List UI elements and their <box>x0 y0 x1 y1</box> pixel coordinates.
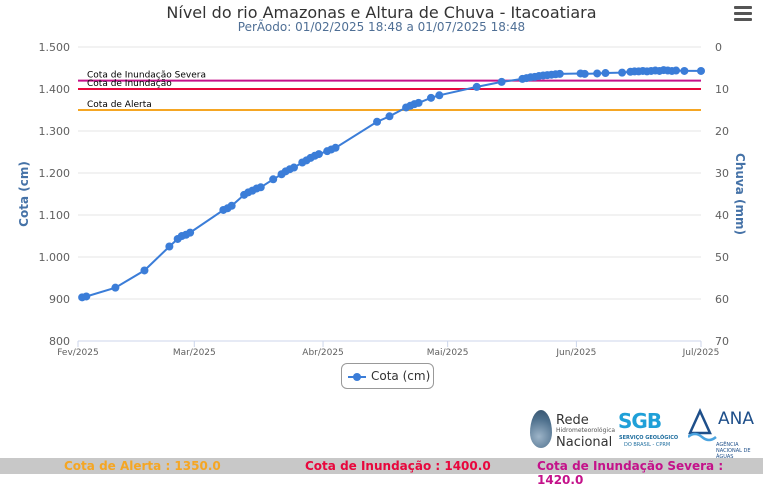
y-axis-left-title: Cota (cm) <box>17 161 31 227</box>
y-left-tick-label: 1.400 <box>39 83 71 96</box>
sgb-logo: SGB SERVIÇO GEOLÓGICO DO BRASIL - CPRM <box>618 409 679 448</box>
data-point <box>140 266 149 275</box>
y-axis-right-title: Chuva (mm) <box>733 153 747 235</box>
x-tick-label: Jul/2025 <box>682 348 720 358</box>
series-line <box>82 69 701 299</box>
data-point <box>165 242 174 251</box>
data-point <box>314 150 323 159</box>
data-point <box>672 66 681 75</box>
x-tick-label: Fev/2025 <box>57 348 98 358</box>
y-axis-left: 800 900 1.000 1.100 1.200 1.300 1.400 1.500 <box>39 41 71 348</box>
y-right-tick-label: 10 <box>715 83 729 96</box>
data-point <box>555 69 564 78</box>
plot-line-label: Cota de Alerta <box>87 100 152 110</box>
data-point <box>289 163 298 172</box>
data-point <box>618 68 627 77</box>
data-point <box>497 77 506 86</box>
data-point <box>680 66 689 75</box>
y-left-tick-label: 800 <box>49 335 70 348</box>
data-point <box>82 292 91 301</box>
legend-item-cota[interactable]: Cota (cm) <box>341 363 434 389</box>
x-tick-label: Abr/2025 <box>302 348 344 358</box>
y-right-tick-label: 20 <box>715 125 729 138</box>
grid-lines <box>78 46 701 342</box>
y-right-tick-label: 60 <box>715 293 729 306</box>
ana-logo: ANA AGÊNCIA NACIONAL DE ÁGUAS <box>688 405 760 460</box>
data-point <box>427 93 436 102</box>
context-menu-icon[interactable] <box>734 6 752 22</box>
water-drop-icon <box>530 410 552 448</box>
data-point <box>227 201 236 210</box>
plot-line-label: Cota de Inundação <box>87 79 172 89</box>
chart-subtitle: PerÃodo: 01/02/2025 18:48 a 01/07/2025 1… <box>237 20 526 34</box>
y-right-tick-label: 50 <box>715 251 729 264</box>
y-left-tick-label: 1.500 <box>39 41 71 54</box>
data-point <box>111 283 120 292</box>
data-point <box>593 69 602 78</box>
data-point <box>385 112 394 121</box>
y-right-tick-label: 40 <box>715 209 729 222</box>
x-tick-label: Mai/2025 <box>427 348 469 358</box>
y-right-tick-label: 0 <box>715 41 722 54</box>
data-point <box>373 117 382 126</box>
data-point <box>414 98 423 107</box>
ana-wave-icon <box>688 407 717 442</box>
y-right-tick-label: 70 <box>715 335 729 348</box>
data-point <box>269 175 278 184</box>
data-point <box>601 69 610 78</box>
data-point <box>435 91 444 100</box>
series-cota[interactable] <box>78 66 705 302</box>
y-left-tick-label: 900 <box>49 293 70 306</box>
chart-title: Nível do rio Amazonas e Altura de Chuva … <box>166 3 597 22</box>
data-point <box>186 228 195 237</box>
data-point <box>472 82 481 91</box>
y-axis-right: 0 10 20 30 40 50 60 70 <box>715 41 729 348</box>
data-point <box>256 183 265 192</box>
y-left-tick-label: 1.200 <box>39 167 71 180</box>
y-left-tick-label: 1.100 <box>39 209 71 222</box>
data-point <box>331 143 340 152</box>
data-point <box>580 69 589 78</box>
logos: Rede Hidrometeorológica Nacional SGB SER… <box>528 405 760 460</box>
footer-inundacao: Cota de Inundação : 1400.0 <box>305 459 491 473</box>
legend-marker <box>348 373 366 381</box>
footer-inundacao-severa: Cota de Inundação Severa : 1420.0 <box>537 459 724 487</box>
x-tick-label: Mar/2025 <box>173 348 216 358</box>
footer-alerta: Cota de Alerta : 1350.0 <box>64 459 221 473</box>
footer-bar: Cota de Alerta : 1350.0 Cota de Inundaçã… <box>0 458 763 487</box>
y-left-tick-label: 1.000 <box>39 251 71 264</box>
legend-label: Cota (cm) <box>371 369 431 383</box>
data-point <box>697 66 705 75</box>
y-left-tick-label: 1.300 <box>39 125 71 138</box>
rede-hidrometeorologica-logo: Rede Hidrometeorológica Nacional <box>528 407 615 451</box>
x-tick-label: Jun/2025 <box>555 348 596 358</box>
y-right-tick-label: 30 <box>715 167 729 180</box>
plot-line-label: Cota de Inundação Severa <box>87 71 206 81</box>
x-axis: Fev/2025 Mar/2025 Abr/2025 Mai/2025 Jun/2025… <box>57 340 720 358</box>
